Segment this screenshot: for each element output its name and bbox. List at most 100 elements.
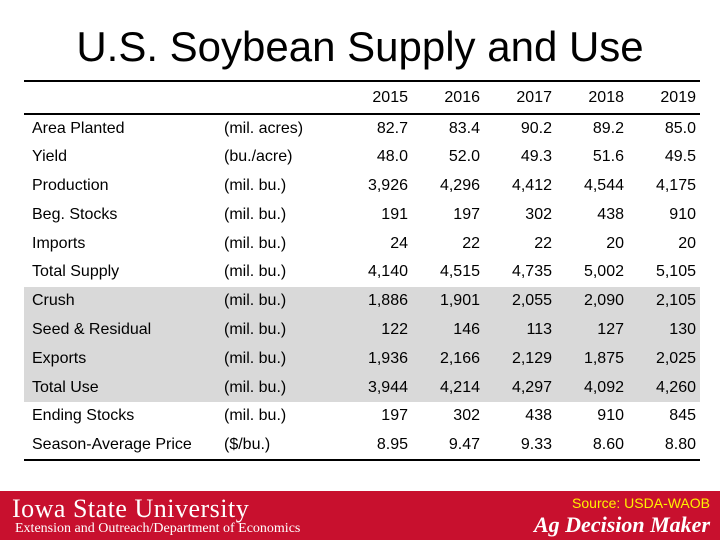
- value-cell: 9.33: [484, 430, 556, 461]
- value-cell: 4,175: [655, 176, 696, 194]
- value-cell: 4,214: [412, 373, 484, 402]
- table-row: Crush (mil. bu.) 1,886 1,901 2,055 2,090 2,105: [24, 286, 700, 316]
- value-cell: 302: [525, 205, 552, 223]
- value-cell: 82.7: [376, 119, 408, 137]
- row-label: Total Use: [24, 373, 224, 402]
- row-unit: (mil. bu.): [224, 344, 340, 374]
- year-header: 2016: [412, 80, 484, 115]
- value-cell: 122: [340, 315, 412, 345]
- year-header: 2017: [484, 80, 556, 115]
- row-label: Production: [32, 176, 109, 194]
- row-label: Area Planted: [32, 119, 125, 137]
- row-unit: (mil. bu.): [224, 373, 340, 402]
- row-unit: (bu./acre): [224, 148, 293, 166]
- value-cell: 4,544: [583, 176, 624, 194]
- value-cell: 8.80: [628, 430, 700, 461]
- table-row: Imports (mil. bu.) 24 22 22 20 20: [24, 229, 700, 258]
- row-unit: (mil. bu.): [224, 176, 287, 194]
- value-cell: 2,090: [556, 286, 628, 316]
- value-cell: 1,901: [412, 286, 484, 316]
- footer-bar: [0, 491, 720, 540]
- value-cell: 22: [462, 234, 480, 252]
- row-unit: ($/bu.): [224, 430, 340, 461]
- value-cell: 49.3: [520, 148, 552, 166]
- row-label: Crush: [24, 286, 224, 316]
- value-cell: 113: [484, 315, 556, 345]
- value-cell: 910: [597, 407, 624, 425]
- university-name: Iowa State University: [12, 494, 250, 523]
- value-cell: 49.5: [664, 148, 696, 166]
- value-cell: 2,055: [484, 286, 556, 316]
- value-cell: 4,297: [484, 373, 556, 402]
- table-row: Exports (mil. bu.) 1,936 2,166 2,129 1,875 2,0…: [24, 344, 700, 374]
- value-cell: 197: [381, 407, 408, 425]
- value-cell: 85.0: [664, 119, 696, 137]
- value-cell: 48.0: [376, 148, 408, 166]
- table-row: Total Supply (mil. bu.) 4,140 4,515 4,735 5,0…: [24, 258, 700, 287]
- value-cell: 910: [669, 205, 696, 223]
- row-unit: (mil. bu.): [224, 234, 287, 252]
- row-label: Seed & Residual: [24, 315, 224, 345]
- row-unit: (mil. bu.): [224, 407, 287, 425]
- row-label: Exports: [24, 344, 224, 374]
- value-cell: 130: [628, 315, 700, 345]
- university-wordmark: Iowa State University: [12, 494, 249, 524]
- value-cell: 8.60: [556, 430, 628, 461]
- header-label-spacer: [24, 80, 224, 115]
- value-cell: 4,412: [511, 176, 552, 194]
- table-row: Season-Average Price ($/bu.) 8.95 9.47 9.33 8…: [24, 430, 700, 461]
- program-logo: Ag Decision Maker: [534, 512, 710, 537]
- value-cell: 1,886: [340, 286, 412, 316]
- source-note: Source: USDA-WAOB: [572, 495, 710, 511]
- row-unit: (mil. bu.): [224, 205, 287, 223]
- value-cell: 2,025: [628, 344, 700, 374]
- table-row: Production (mil. bu.) 3,926 4,296 4,412 4,544…: [24, 172, 700, 201]
- table-row: Total Use (mil. bu.) 3,944 4,214 4,297 4,092 4…: [24, 373, 700, 402]
- value-cell: 2,105: [628, 286, 700, 316]
- value-cell: 127: [556, 315, 628, 345]
- row-label: Total Supply: [32, 263, 120, 281]
- value-cell: 89.2: [592, 119, 624, 137]
- value-cell: 5,105: [655, 263, 696, 281]
- row-unit: (mil. acres): [224, 119, 304, 137]
- table-row: Seed & Residual (mil. bu.) 122 146 113 127 130: [24, 315, 700, 345]
- supply-use-table: 2015 2016 2017 2018 2019 Area Planted (mi…: [24, 80, 700, 461]
- value-cell: 52.0: [448, 148, 480, 166]
- row-label: Yield: [32, 148, 67, 166]
- value-cell: 90.2: [520, 119, 552, 137]
- value-cell: 4,515: [439, 263, 480, 281]
- row-label: Beg. Stocks: [32, 205, 118, 223]
- value-cell: 20: [606, 234, 624, 252]
- value-cell: 438: [525, 407, 552, 425]
- year-header: 2019: [628, 80, 700, 115]
- value-cell: 4,092: [556, 373, 628, 402]
- table-row: Yield (bu./acre) 48.0 52.0 49.3 51.6 49.5: [24, 143, 700, 172]
- year-header: 2018: [556, 80, 628, 115]
- table-row: Area Planted (mil. acres) 82.7 83.4 90.2 89.2…: [24, 114, 700, 143]
- value-cell: 146: [412, 315, 484, 345]
- value-cell: 4,260: [628, 373, 700, 402]
- value-cell: 3,944: [340, 373, 412, 402]
- value-cell: 24: [390, 234, 408, 252]
- value-cell: 302: [453, 407, 480, 425]
- value-cell: 197: [453, 205, 480, 223]
- value-cell: 22: [534, 234, 552, 252]
- year-header: 2015: [340, 80, 412, 115]
- value-cell: 5,002: [583, 263, 624, 281]
- header-unit-spacer: [224, 80, 340, 115]
- table-row: Ending Stocks (mil. bu.) 197 302 438 910 845: [24, 402, 700, 431]
- value-cell: 9.47: [412, 430, 484, 461]
- department-line: Extension and Outreach/Department of Eco…: [15, 521, 301, 536]
- row-label: Season-Average Price: [24, 430, 224, 461]
- page-title: U.S. Soybean Supply and Use: [76, 23, 644, 70]
- value-cell: 4,735: [511, 263, 552, 281]
- value-cell: 4,296: [439, 176, 480, 194]
- value-cell: 1,875: [556, 344, 628, 374]
- value-cell: 83.4: [448, 119, 480, 137]
- row-unit: (mil. bu.): [224, 315, 340, 345]
- value-cell: 4,140: [367, 263, 408, 281]
- value-cell: 2,129: [484, 344, 556, 374]
- row-label: Imports: [32, 234, 86, 252]
- value-cell: 20: [678, 234, 696, 252]
- table-body: Area Planted (mil. acres) 82.7 83.4 90.2 89.2…: [24, 114, 700, 461]
